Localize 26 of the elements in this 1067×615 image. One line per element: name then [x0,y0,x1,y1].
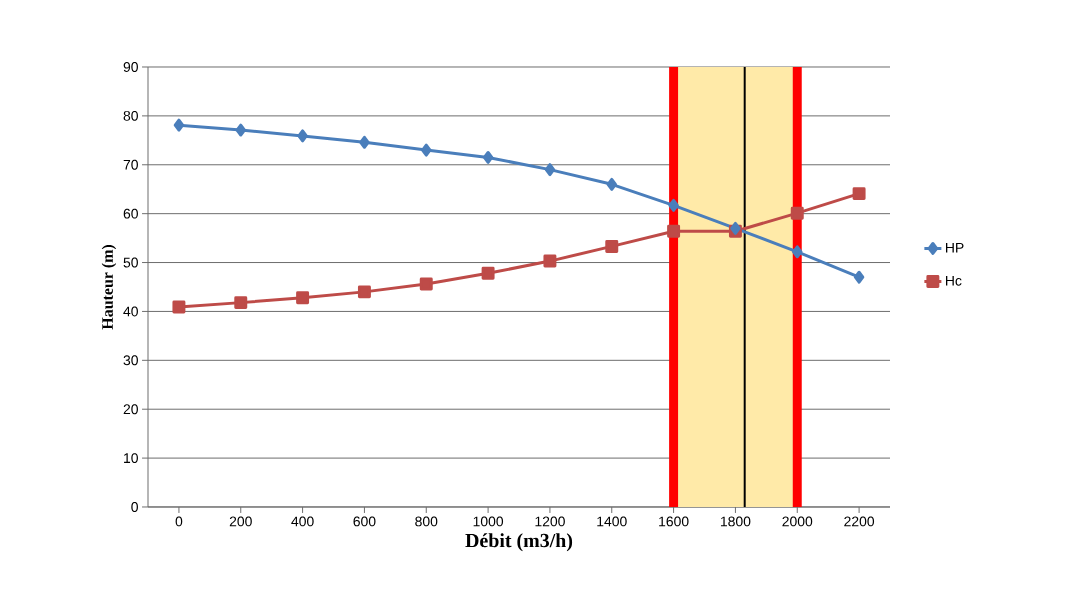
x-tick-label: 2000 [782,516,813,527]
x-tick-label: 800 [415,516,438,527]
y-tick-label: 0 [131,502,138,512]
x-tick-label: 0 [175,516,183,527]
y-tick-label: 20 [123,404,138,415]
x-tick-label: 200 [229,516,252,527]
legend-label: HP [946,242,964,253]
y-tick-label: 10 [124,453,138,464]
x-tick-label: 600 [353,516,376,527]
x-tick-label: 1200 [535,516,565,527]
x-tick-label: 400 [291,516,314,527]
x-tick-label: 1600 [659,516,689,527]
x-tick-label: 2200 [844,516,875,527]
x-tick-label: 1000 [473,516,504,527]
y-tick-label: 90 [123,62,138,72]
y-tick-label: 50 [123,257,138,268]
legend-label: Hc [946,275,962,286]
y-tick-label: 60 [123,208,138,219]
y-tick-label: 80 [123,110,138,121]
y-axis-title: Hauteur (m) [101,244,117,330]
y-tick-label: 70 [123,159,138,170]
x-tick-label: 1400 [597,516,627,527]
x-tick-label: 1800 [720,516,751,527]
y-tick-label: 30 [123,355,138,366]
x-axis-title: Débit (m3/h) [465,533,573,552]
y-tick-label: 40 [123,306,138,317]
